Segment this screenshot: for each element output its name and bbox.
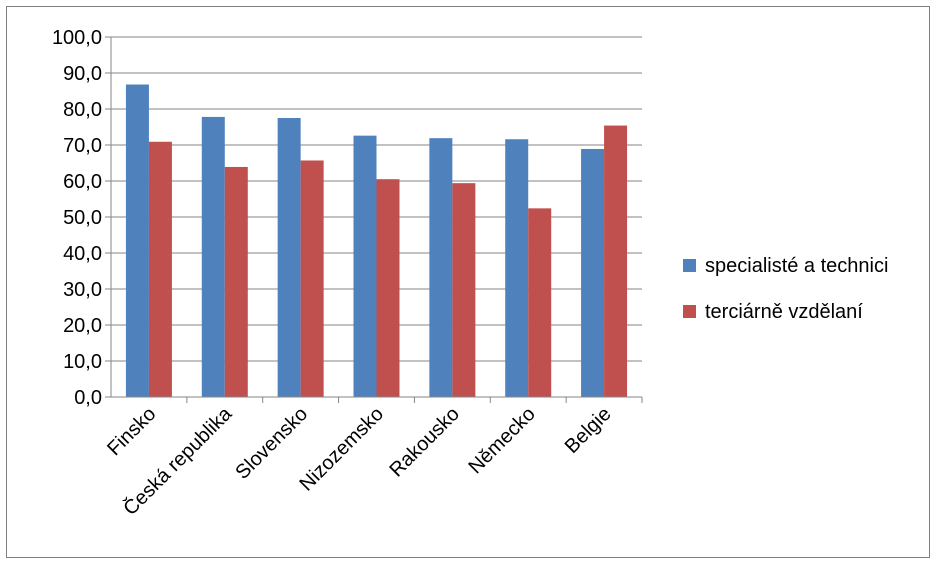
legend-swatch <box>683 305 696 318</box>
bar <box>429 138 453 397</box>
x-tick-label: Finsko <box>103 403 160 460</box>
bar <box>376 179 400 397</box>
bar <box>604 125 628 397</box>
x-tick-label: Německo <box>464 403 539 478</box>
bar <box>528 208 552 397</box>
y-tick-label: 30,0 <box>63 279 102 301</box>
legend-label: terciárně vzdělaní <box>705 301 863 323</box>
bars <box>125 84 628 398</box>
bar <box>277 118 301 397</box>
legend: specialisté a technici terciárně vzdělaní <box>683 255 888 323</box>
chart-frame: 0,0 10,0 20,0 30,0 40,0 50,0 60,0 70,0 80,0 90,0 1… <box>6 6 930 558</box>
legend-label: specialisté a technici <box>705 255 888 277</box>
y-tick-label: 50,0 <box>63 207 102 229</box>
bar <box>125 84 149 398</box>
bar-chart: 0,0 10,0 20,0 30,0 40,0 50,0 60,0 70,0 80,0 90,0 1… <box>52 27 889 520</box>
y-tick-label: 70,0 <box>63 135 102 157</box>
y-tick-labels: 0,0 10,0 20,0 30,0 40,0 50,0 60,0 70,0 80,0 90,0 1… <box>52 27 102 409</box>
y-tick-label: 10,0 <box>63 351 102 373</box>
legend-swatch <box>683 259 696 272</box>
x-tick-label: Belgie <box>561 403 616 458</box>
y-tick-label: 20,0 <box>63 315 102 337</box>
bar <box>581 148 605 397</box>
x-tick-label: Slovensko <box>231 403 312 484</box>
y-tick-label: 100,0 <box>52 27 102 49</box>
y-tick-label: 40,0 <box>63 243 102 265</box>
bar <box>452 183 476 397</box>
axes <box>105 36 643 403</box>
y-tick-label: 90,0 <box>63 63 102 85</box>
bar <box>353 135 377 397</box>
bar <box>148 141 172 397</box>
y-tick-label: 60,0 <box>63 171 102 193</box>
y-tick-label: 0,0 <box>74 387 102 409</box>
bar <box>201 116 225 398</box>
x-tick-label: Rakousko <box>385 403 463 481</box>
bar <box>300 160 324 397</box>
bar <box>505 139 529 398</box>
y-tick-label: 80,0 <box>63 99 102 121</box>
bar <box>224 166 248 397</box>
